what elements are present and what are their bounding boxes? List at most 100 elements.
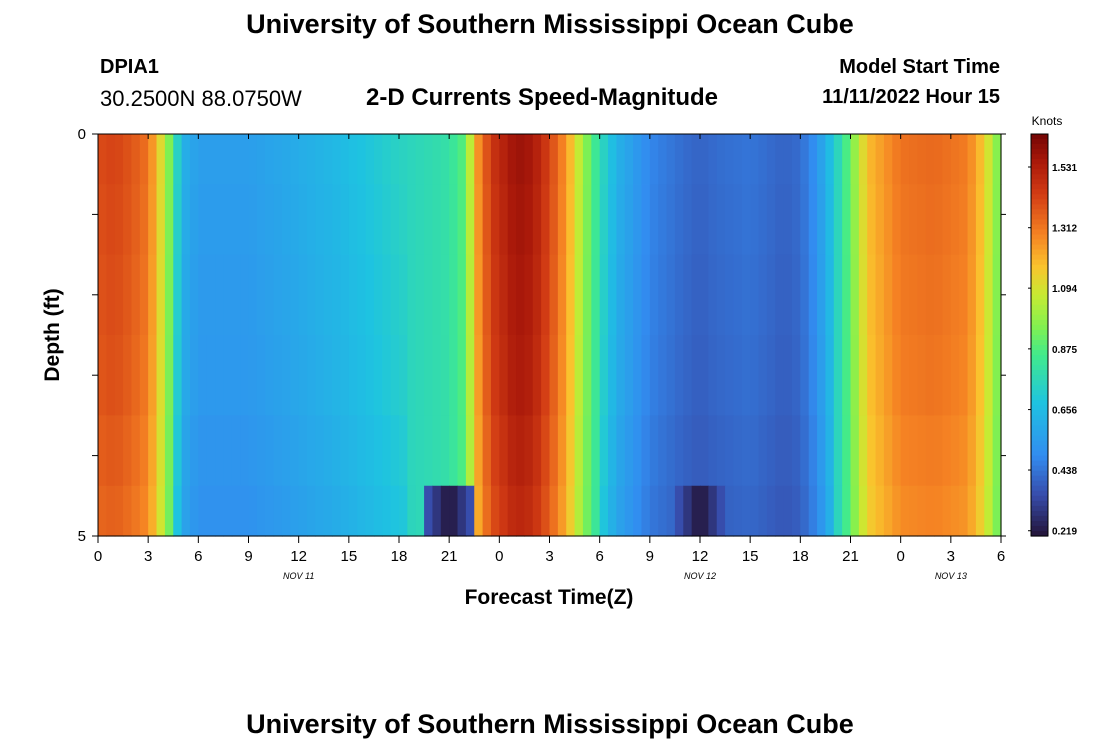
colorbar-tick-label: 1.312 bbox=[1052, 224, 1077, 235]
heatmap-cell bbox=[700, 335, 709, 416]
heatmap-cell bbox=[290, 184, 300, 256]
colorbar-tick-label: 0.219 bbox=[1052, 527, 1077, 538]
colorbar-swatch bbox=[1031, 209, 1048, 216]
heatmap-cell bbox=[382, 134, 392, 185]
heatmap-cell bbox=[716, 254, 726, 336]
heatmap-cell bbox=[365, 184, 375, 256]
colorbar-tick-label: 1.094 bbox=[1052, 284, 1077, 295]
heatmap-cell bbox=[348, 254, 358, 336]
heatmap-cell bbox=[223, 184, 233, 256]
colorbar-swatch bbox=[1031, 490, 1048, 497]
colorbar-swatch bbox=[1031, 249, 1048, 256]
heatmap-cell bbox=[925, 184, 935, 256]
heatmap-cell bbox=[750, 335, 760, 416]
heatmap-cell bbox=[633, 485, 643, 537]
heatmap-cell bbox=[825, 134, 835, 185]
x-tick-label: 3 bbox=[144, 548, 152, 565]
heatmap-cell bbox=[315, 254, 325, 336]
heatmap-cell bbox=[549, 485, 559, 537]
station-id: DPIA1 bbox=[100, 56, 159, 78]
heatmap-cell bbox=[674, 184, 684, 256]
heatmap-cell bbox=[281, 134, 291, 185]
heatmap-cell bbox=[925, 335, 935, 416]
heatmap-cell bbox=[482, 134, 492, 185]
heatmap-cell bbox=[114, 485, 124, 537]
heatmap-cell bbox=[365, 485, 375, 537]
heatmap-cell bbox=[298, 485, 308, 537]
heatmap-cell bbox=[649, 485, 659, 537]
heatmap-cell bbox=[842, 184, 852, 256]
colorbar-swatch bbox=[1031, 485, 1048, 492]
heatmap-cell bbox=[281, 415, 291, 487]
heatmap-cell bbox=[917, 254, 927, 336]
heatmap-cell bbox=[733, 134, 743, 185]
heatmap-cell bbox=[984, 254, 994, 336]
heatmap-cell bbox=[348, 335, 358, 416]
heatmap-cell bbox=[833, 134, 843, 185]
heatmap-cell bbox=[691, 254, 701, 336]
colorbar-swatch bbox=[1031, 370, 1048, 376]
heatmap-cell bbox=[691, 134, 701, 185]
heatmap-cell bbox=[524, 254, 534, 336]
heatmap-cell bbox=[516, 335, 526, 416]
heatmap-cell bbox=[307, 415, 316, 487]
heatmap-cell bbox=[992, 134, 1002, 185]
heatmap-cell bbox=[215, 134, 225, 185]
heatmap-cell bbox=[440, 335, 450, 416]
heatmap-cell bbox=[599, 134, 609, 185]
colorbar-swatch bbox=[1031, 224, 1048, 231]
heatmap-cell bbox=[106, 415, 116, 487]
heatmap-cell bbox=[925, 415, 935, 487]
heatmap-cell bbox=[106, 184, 116, 256]
heatmap-cell bbox=[900, 184, 910, 256]
heatmap-cell bbox=[867, 335, 877, 416]
heatmap-cell bbox=[164, 184, 174, 256]
heatmap-cell bbox=[340, 254, 350, 336]
heatmap-cell bbox=[566, 254, 576, 336]
heatmap-cell bbox=[507, 335, 517, 416]
heatmap-cell bbox=[139, 485, 149, 537]
heatmap-cell bbox=[424, 485, 434, 537]
heatmap-cell bbox=[967, 184, 977, 256]
heatmap-cell bbox=[332, 134, 342, 185]
heatmap-cell bbox=[407, 134, 417, 185]
heatmap-cell bbox=[532, 335, 542, 416]
heatmap-cell bbox=[139, 184, 149, 256]
heatmap-cell bbox=[465, 134, 475, 185]
heatmap-cell bbox=[758, 335, 768, 416]
heatmap-cell bbox=[407, 415, 417, 487]
heatmap-cell bbox=[265, 254, 275, 336]
heatmap-cell bbox=[357, 415, 367, 487]
heatmap-cell bbox=[373, 485, 383, 537]
heatmap-cell bbox=[808, 254, 818, 336]
heatmap-cell bbox=[265, 184, 275, 256]
heatmap-cell bbox=[608, 335, 617, 416]
heatmap-cell bbox=[883, 134, 893, 185]
heatmap-cell bbox=[984, 134, 994, 185]
heatmap-cell bbox=[198, 415, 208, 487]
heatmap-cell bbox=[833, 485, 843, 537]
heatmap-cell bbox=[959, 415, 969, 487]
heatmap-cell bbox=[817, 415, 827, 487]
x-tick-label: 18 bbox=[391, 548, 408, 565]
heatmap-cell bbox=[206, 415, 216, 487]
colorbar-swatch bbox=[1031, 239, 1048, 246]
heatmap-cell bbox=[399, 335, 408, 416]
heatmap-cell bbox=[900, 254, 910, 336]
heatmap-cell bbox=[934, 335, 944, 416]
heatmap-cell bbox=[741, 335, 751, 416]
heatmap-cell bbox=[791, 485, 801, 537]
heatmap-cell bbox=[649, 184, 659, 256]
heatmap-cell bbox=[482, 184, 492, 256]
heatmap-cell bbox=[541, 184, 551, 256]
heatmap-cell bbox=[516, 485, 526, 537]
heatmap-cell bbox=[499, 485, 509, 537]
heatmap-cell bbox=[624, 415, 634, 487]
heatmap-cell bbox=[323, 485, 333, 537]
heatmap-cell bbox=[415, 254, 425, 336]
heatmap-cell bbox=[658, 184, 668, 256]
heatmap-cell bbox=[967, 335, 977, 416]
y-tick-label: 5 bbox=[78, 528, 86, 545]
colorbar-swatch bbox=[1031, 219, 1048, 226]
heatmap-cell bbox=[858, 184, 868, 256]
